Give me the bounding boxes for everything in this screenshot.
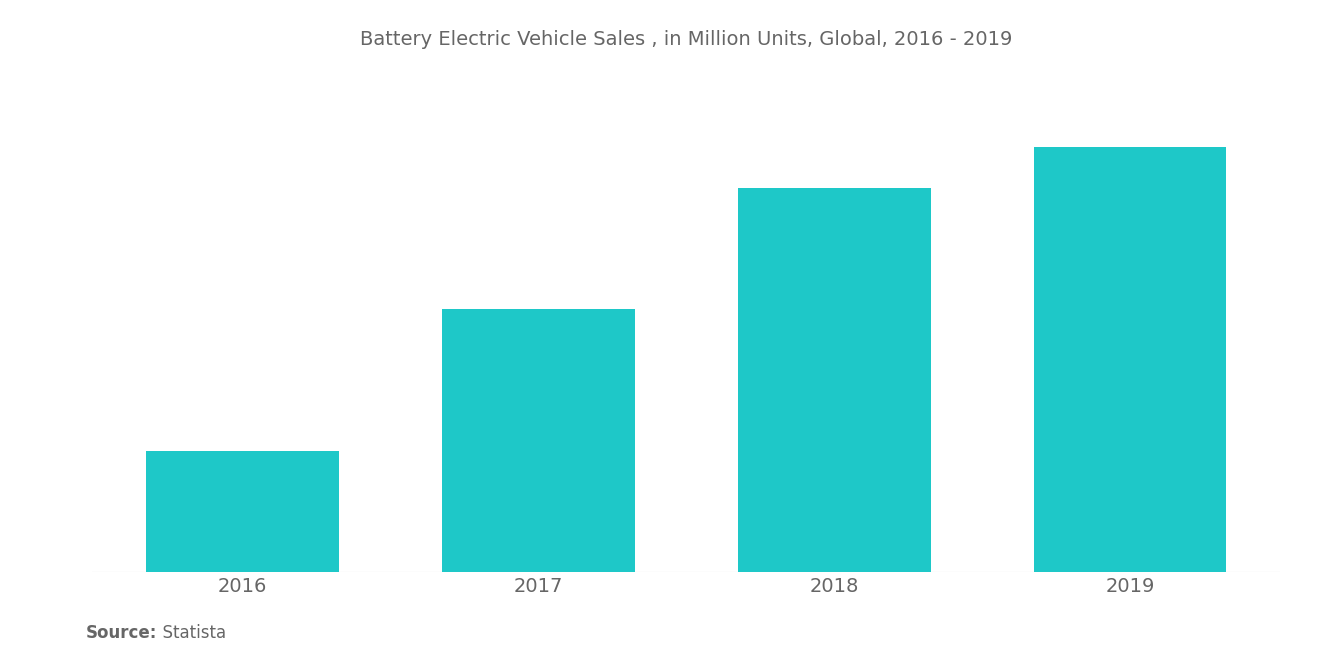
Title: Battery Electric Vehicle Sales , in Million Units, Global, 2016 - 2019: Battery Electric Vehicle Sales , in Mill… — [360, 30, 1012, 49]
Bar — [147, 451, 339, 572]
Bar — [738, 188, 931, 572]
Text: Source:: Source: — [86, 624, 157, 642]
Text: Statista: Statista — [152, 624, 226, 642]
Bar — [1034, 146, 1226, 572]
Bar — [442, 309, 635, 572]
